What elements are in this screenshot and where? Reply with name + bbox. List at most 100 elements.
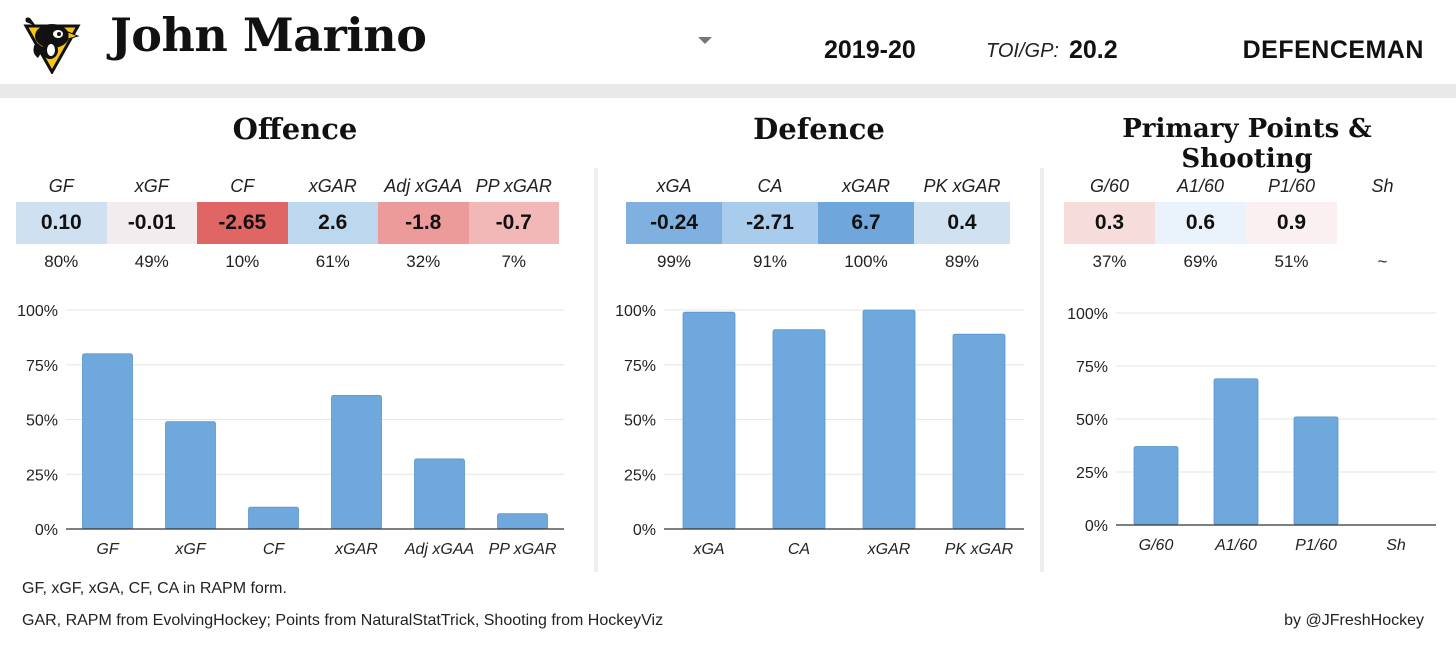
- y-tick-label: 50%: [1076, 412, 1108, 429]
- bar: [1133, 446, 1179, 526]
- bar: [497, 513, 548, 530]
- points-bar-chart: 0% 25% 50% 75% 100% G/60 A1/60 P1/60 Sh: [1067, 306, 1436, 554]
- stat-percentile: 32%: [406, 252, 441, 271]
- stat-value-cell: -1.8: [378, 202, 469, 244]
- stat-value-cell: -0.24: [626, 202, 722, 244]
- y-tick-label: 25%: [624, 467, 656, 484]
- offence-bar-chart: 0% 25% 50% 75% 100% GF xGF CF xGAR Adj xGAA PP xGA…: [17, 303, 564, 558]
- toi-label: TOI/GP:: [986, 40, 1059, 62]
- season-label: 2019-20: [824, 36, 916, 64]
- x-tick-label: A1/60: [1214, 537, 1257, 554]
- bar: [862, 309, 916, 530]
- stat-header: PP xGAR: [475, 176, 552, 196]
- stat-header: G/60: [1089, 176, 1130, 196]
- x-tick-label: GF: [96, 541, 119, 558]
- stat-percentile: 10%: [225, 252, 260, 271]
- x-tick-label: xGA: [692, 541, 724, 558]
- y-tick-label: 100%: [17, 303, 58, 320]
- footnote-sources: GAR, RAPM from EvolvingHockey; Points fr…: [22, 612, 664, 629]
- stat-value-cell: 0.4: [914, 202, 1010, 244]
- x-tick-label: PK xGAR: [945, 541, 1014, 558]
- y-tick-label: 0%: [633, 522, 656, 539]
- toi-value: 20.2: [1069, 36, 1118, 64]
- y-tick-label: 50%: [624, 413, 656, 430]
- bar: [165, 421, 216, 530]
- y-tick-label: 25%: [26, 467, 58, 484]
- section-divider: [594, 168, 598, 572]
- stat-header: Sh: [1371, 176, 1394, 196]
- stat-percentile: 91%: [752, 252, 788, 271]
- stat-value-cell: -0.7: [468, 202, 559, 244]
- bar: [952, 333, 1006, 530]
- x-tick-label: xGF: [174, 541, 206, 558]
- stat-percentile: 99%: [656, 252, 692, 271]
- stat-value-cell: 2.6: [287, 202, 378, 244]
- footnote-rapm: GF, xGF, xGA, CF, CA in RAPM form.: [22, 580, 287, 597]
- stat-value-cell: -0.01: [106, 202, 197, 244]
- stat-percentile: 7%: [501, 252, 527, 271]
- stat-percentile: 69%: [1183, 252, 1218, 271]
- bar: [772, 329, 826, 530]
- stat-value-cell: 0.3: [1064, 202, 1155, 244]
- section-divider: [1040, 168, 1044, 572]
- bar: [331, 395, 382, 530]
- y-tick-label: 100%: [1067, 306, 1108, 323]
- stat-percentile: ~: [1377, 252, 1388, 271]
- x-tick-label: Adj xGAA: [404, 541, 474, 558]
- chevron-down-icon[interactable]: [698, 37, 712, 44]
- y-tick-label: 75%: [26, 358, 58, 375]
- x-tick-label: P1/60: [1295, 537, 1337, 554]
- y-tick-label: 25%: [1076, 465, 1108, 482]
- bar: [1213, 378, 1259, 526]
- defence-title: Defence: [753, 112, 885, 146]
- stat-header: xGF: [134, 176, 169, 196]
- author-credit: by @JFreshHockey: [1284, 612, 1424, 629]
- penguins-logo-icon: [23, 17, 81, 74]
- stat-value-cell: 6.7: [818, 202, 914, 244]
- stat-header: xGAR: [308, 176, 357, 196]
- stat-header: xGAR: [841, 176, 890, 196]
- position-label: DEFENCEMAN: [1242, 36, 1424, 64]
- y-tick-label: 0%: [35, 522, 58, 539]
- bar: [682, 311, 736, 530]
- stat-header: Adj xGAA: [384, 176, 463, 196]
- stat-value-cell: -2.71: [722, 202, 818, 244]
- y-tick-label: 100%: [615, 303, 656, 320]
- bar: [248, 506, 299, 530]
- offence-title: Offence: [232, 112, 358, 146]
- header-bar: John Marino 2019-20 TOI/GP: 20.2 DEFENCE…: [0, 0, 1456, 84]
- defence-bar-chart: 0% 25% 50% 75% 100% xGA CA xGAR PK xGAR: [615, 303, 1024, 558]
- stat-value-cell: 0.9: [1246, 202, 1337, 244]
- stat-header: CA: [757, 176, 783, 196]
- x-tick-label: CF: [263, 541, 286, 558]
- stat-percentile: 51%: [1274, 252, 1309, 271]
- stat-value-cell: 0.10: [16, 202, 107, 244]
- x-tick-label: Sh: [1386, 537, 1406, 554]
- x-tick-label: xGAR: [867, 541, 911, 558]
- x-tick-label: PP xGAR: [489, 541, 557, 558]
- stat-percentile: 37%: [1092, 252, 1127, 271]
- stat-header: CF: [230, 176, 255, 196]
- stat-percentile: 89%: [944, 252, 980, 271]
- x-tick-label: CA: [788, 541, 810, 558]
- y-tick-label: 50%: [26, 413, 58, 430]
- y-tick-label: 75%: [1076, 359, 1108, 376]
- stat-header: P1/60: [1267, 176, 1316, 196]
- header-divider: [0, 84, 1456, 98]
- bar: [82, 353, 133, 530]
- stat-header: GF: [48, 176, 74, 196]
- stat-percentile: 49%: [134, 252, 169, 271]
- stat-percentile: 61%: [315, 252, 350, 271]
- y-tick-label: 75%: [624, 358, 656, 375]
- bar: [1293, 416, 1339, 526]
- stat-value-cell: 0.6: [1155, 202, 1246, 244]
- stat-percentile: 80%: [44, 252, 79, 271]
- stat-header: PK xGAR: [923, 176, 1001, 196]
- y-tick-label: 0%: [1085, 518, 1108, 535]
- points-title: Primary Points & Shooting: [1122, 114, 1372, 174]
- x-tick-label: xGAR: [334, 541, 378, 558]
- bar: [414, 458, 465, 530]
- x-tick-label: G/60: [1139, 537, 1174, 554]
- stat-header: xGA: [656, 176, 692, 196]
- stat-header: A1/60: [1176, 176, 1225, 196]
